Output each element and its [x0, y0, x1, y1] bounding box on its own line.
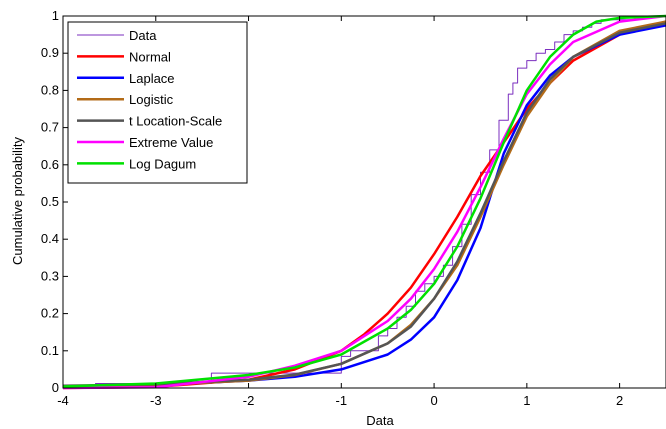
series-line-4: [62, 22, 666, 388]
series-line-0: [63, 15, 666, 389]
y-axis-label: Cumulative probability: [10, 137, 25, 265]
legend-label: Logistic: [129, 92, 174, 107]
legend-label: Log Dagum: [129, 156, 196, 171]
x-axis-label: Data: [366, 413, 394, 428]
x-tick-label: 1: [523, 393, 530, 408]
legend-label: t Location-Scale: [129, 114, 222, 129]
y-tick-label: 0.7: [41, 120, 59, 135]
y-tick-label: 0.3: [41, 268, 59, 283]
legend-label: Data: [129, 28, 157, 43]
x-tick-label: 0: [430, 393, 437, 408]
y-tick-label: 1: [52, 8, 59, 23]
y-tick-label: 0.4: [41, 231, 59, 246]
y-tick-label: 0: [52, 380, 59, 395]
y-tick-label: 0.8: [41, 82, 59, 97]
tick-layer: -4 -3 -2 -1 0 1 2 0 0.1 0.2 0.3 0.4 0.5 0.6 0.7 0.8 0.9 1: [41, 8, 623, 408]
x-tick-label: -3: [150, 393, 162, 408]
y-tick-label: 0.2: [41, 306, 59, 321]
legend-label: Laplace: [129, 71, 175, 86]
y-tick-label: 0.1: [41, 343, 59, 358]
y-tick-label: 0.6: [41, 157, 59, 172]
series-line-6: [62, 14, 666, 388]
legend-box: [67, 21, 248, 184]
x-tick-label: -1: [336, 393, 348, 408]
x-tick-label: -2: [243, 393, 255, 408]
legend-label: Normal: [129, 49, 171, 64]
series-layer: [62, 14, 666, 390]
legend: Data Normal Laplace Logistic t Location-Scal…: [67, 21, 248, 184]
x-tick-label: -4: [57, 393, 69, 408]
y-tick-label: 0.5: [41, 194, 59, 209]
y-tick-label: 0.9: [41, 45, 59, 60]
x-tick-label: 2: [616, 393, 623, 408]
legend-label: Extreme Value: [129, 135, 213, 150]
